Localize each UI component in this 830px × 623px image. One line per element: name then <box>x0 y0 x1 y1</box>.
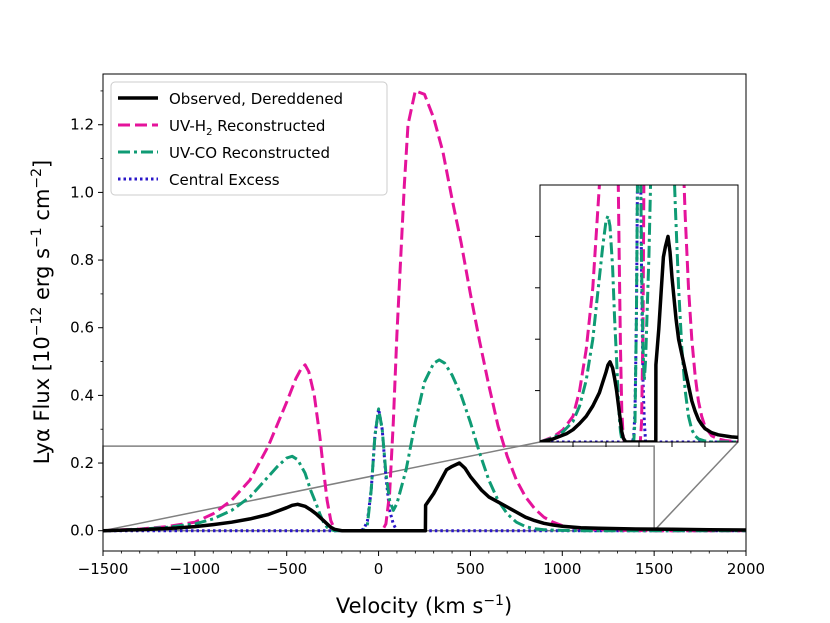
x-tick-label: −500 <box>266 560 307 578</box>
y-tick-label: 1.0 <box>70 183 94 201</box>
inset-series-line-observed <box>540 234 738 442</box>
x-axis-title-base: Velocity (km s <box>336 594 483 618</box>
series-line-observed <box>103 461 746 533</box>
zoom-indicator <box>102 441 739 532</box>
legend-label-uv-h2: UV-H2 Reconstructed <box>169 117 325 138</box>
zoom-connector-right <box>653 441 739 532</box>
x-axis-title: Velocity (km s−1) <box>336 593 512 618</box>
y-axis-title: Lyα Flux [10−12 erg s−1 cm−2] <box>29 160 54 465</box>
x-axis-title-tail: ) <box>504 594 512 618</box>
x-tick-label: 2000 <box>727 560 765 578</box>
legend: Observed, Dereddened UV-H2 Reconstructed… <box>110 81 388 196</box>
y-axis-title-mid: erg s <box>30 248 54 307</box>
x-tick-label: 0 <box>374 560 384 578</box>
x-axis-title-sup: −1 <box>483 593 504 609</box>
legend-label-uv-co: UV-CO Reconstructed <box>169 144 330 162</box>
y-tick-label: 0.6 <box>70 319 94 337</box>
y-tick-label: 0.8 <box>70 251 94 269</box>
legend-label-uv-h2-tail: Reconstructed <box>212 117 325 135</box>
x-tick-label: 500 <box>456 560 485 578</box>
legend-label-observed: Observed, Dereddened <box>169 90 343 108</box>
series-layer <box>103 89 746 533</box>
plot-frame <box>102 73 747 552</box>
y-axis-title-sup2: −1 <box>29 227 45 248</box>
inset-series-line-uv-h2 <box>540 185 738 442</box>
legend-box <box>110 81 388 196</box>
inset-series-layer <box>540 185 738 442</box>
legend-label-uv-h2-sub: 2 <box>206 127 212 138</box>
x-tick-label: −1500 <box>78 560 129 578</box>
x-tick-label: 1500 <box>635 560 673 578</box>
legend-label-uv-h2-base: UV-H <box>169 117 206 135</box>
y-axis-title-base: Lyα Flux [10 <box>30 336 54 464</box>
y-axis: 0.0 0.2 0.4 0.6 0.8 1.0 1.2 <box>70 90 103 540</box>
y-axis-title-tail: ] <box>30 160 54 168</box>
x-tick-label: 1000 <box>543 560 581 578</box>
zoom-connector-left <box>102 441 541 532</box>
x-tick-label: −1000 <box>169 560 220 578</box>
inset-frame <box>539 184 739 443</box>
y-axis-title-sup3: −2 <box>29 168 45 189</box>
y-axis-title-mid2: cm <box>30 189 54 228</box>
inset-background <box>540 185 738 442</box>
legend-label-central-excess: Central Excess <box>169 171 280 189</box>
x-axis: −1500 −1000 −500 0 500 1000 1500 2000 <box>78 551 765 578</box>
inset-ticks <box>535 235 706 447</box>
y-tick-label: 1.2 <box>70 116 94 134</box>
y-tick-label: 0.0 <box>70 522 94 540</box>
y-tick-label: 0.2 <box>70 454 94 472</box>
y-axis-title-sup1: −12 <box>29 307 45 337</box>
y-tick-label: 0.4 <box>70 386 94 404</box>
zoom-region-box <box>102 445 655 532</box>
inset-axes <box>535 184 739 447</box>
